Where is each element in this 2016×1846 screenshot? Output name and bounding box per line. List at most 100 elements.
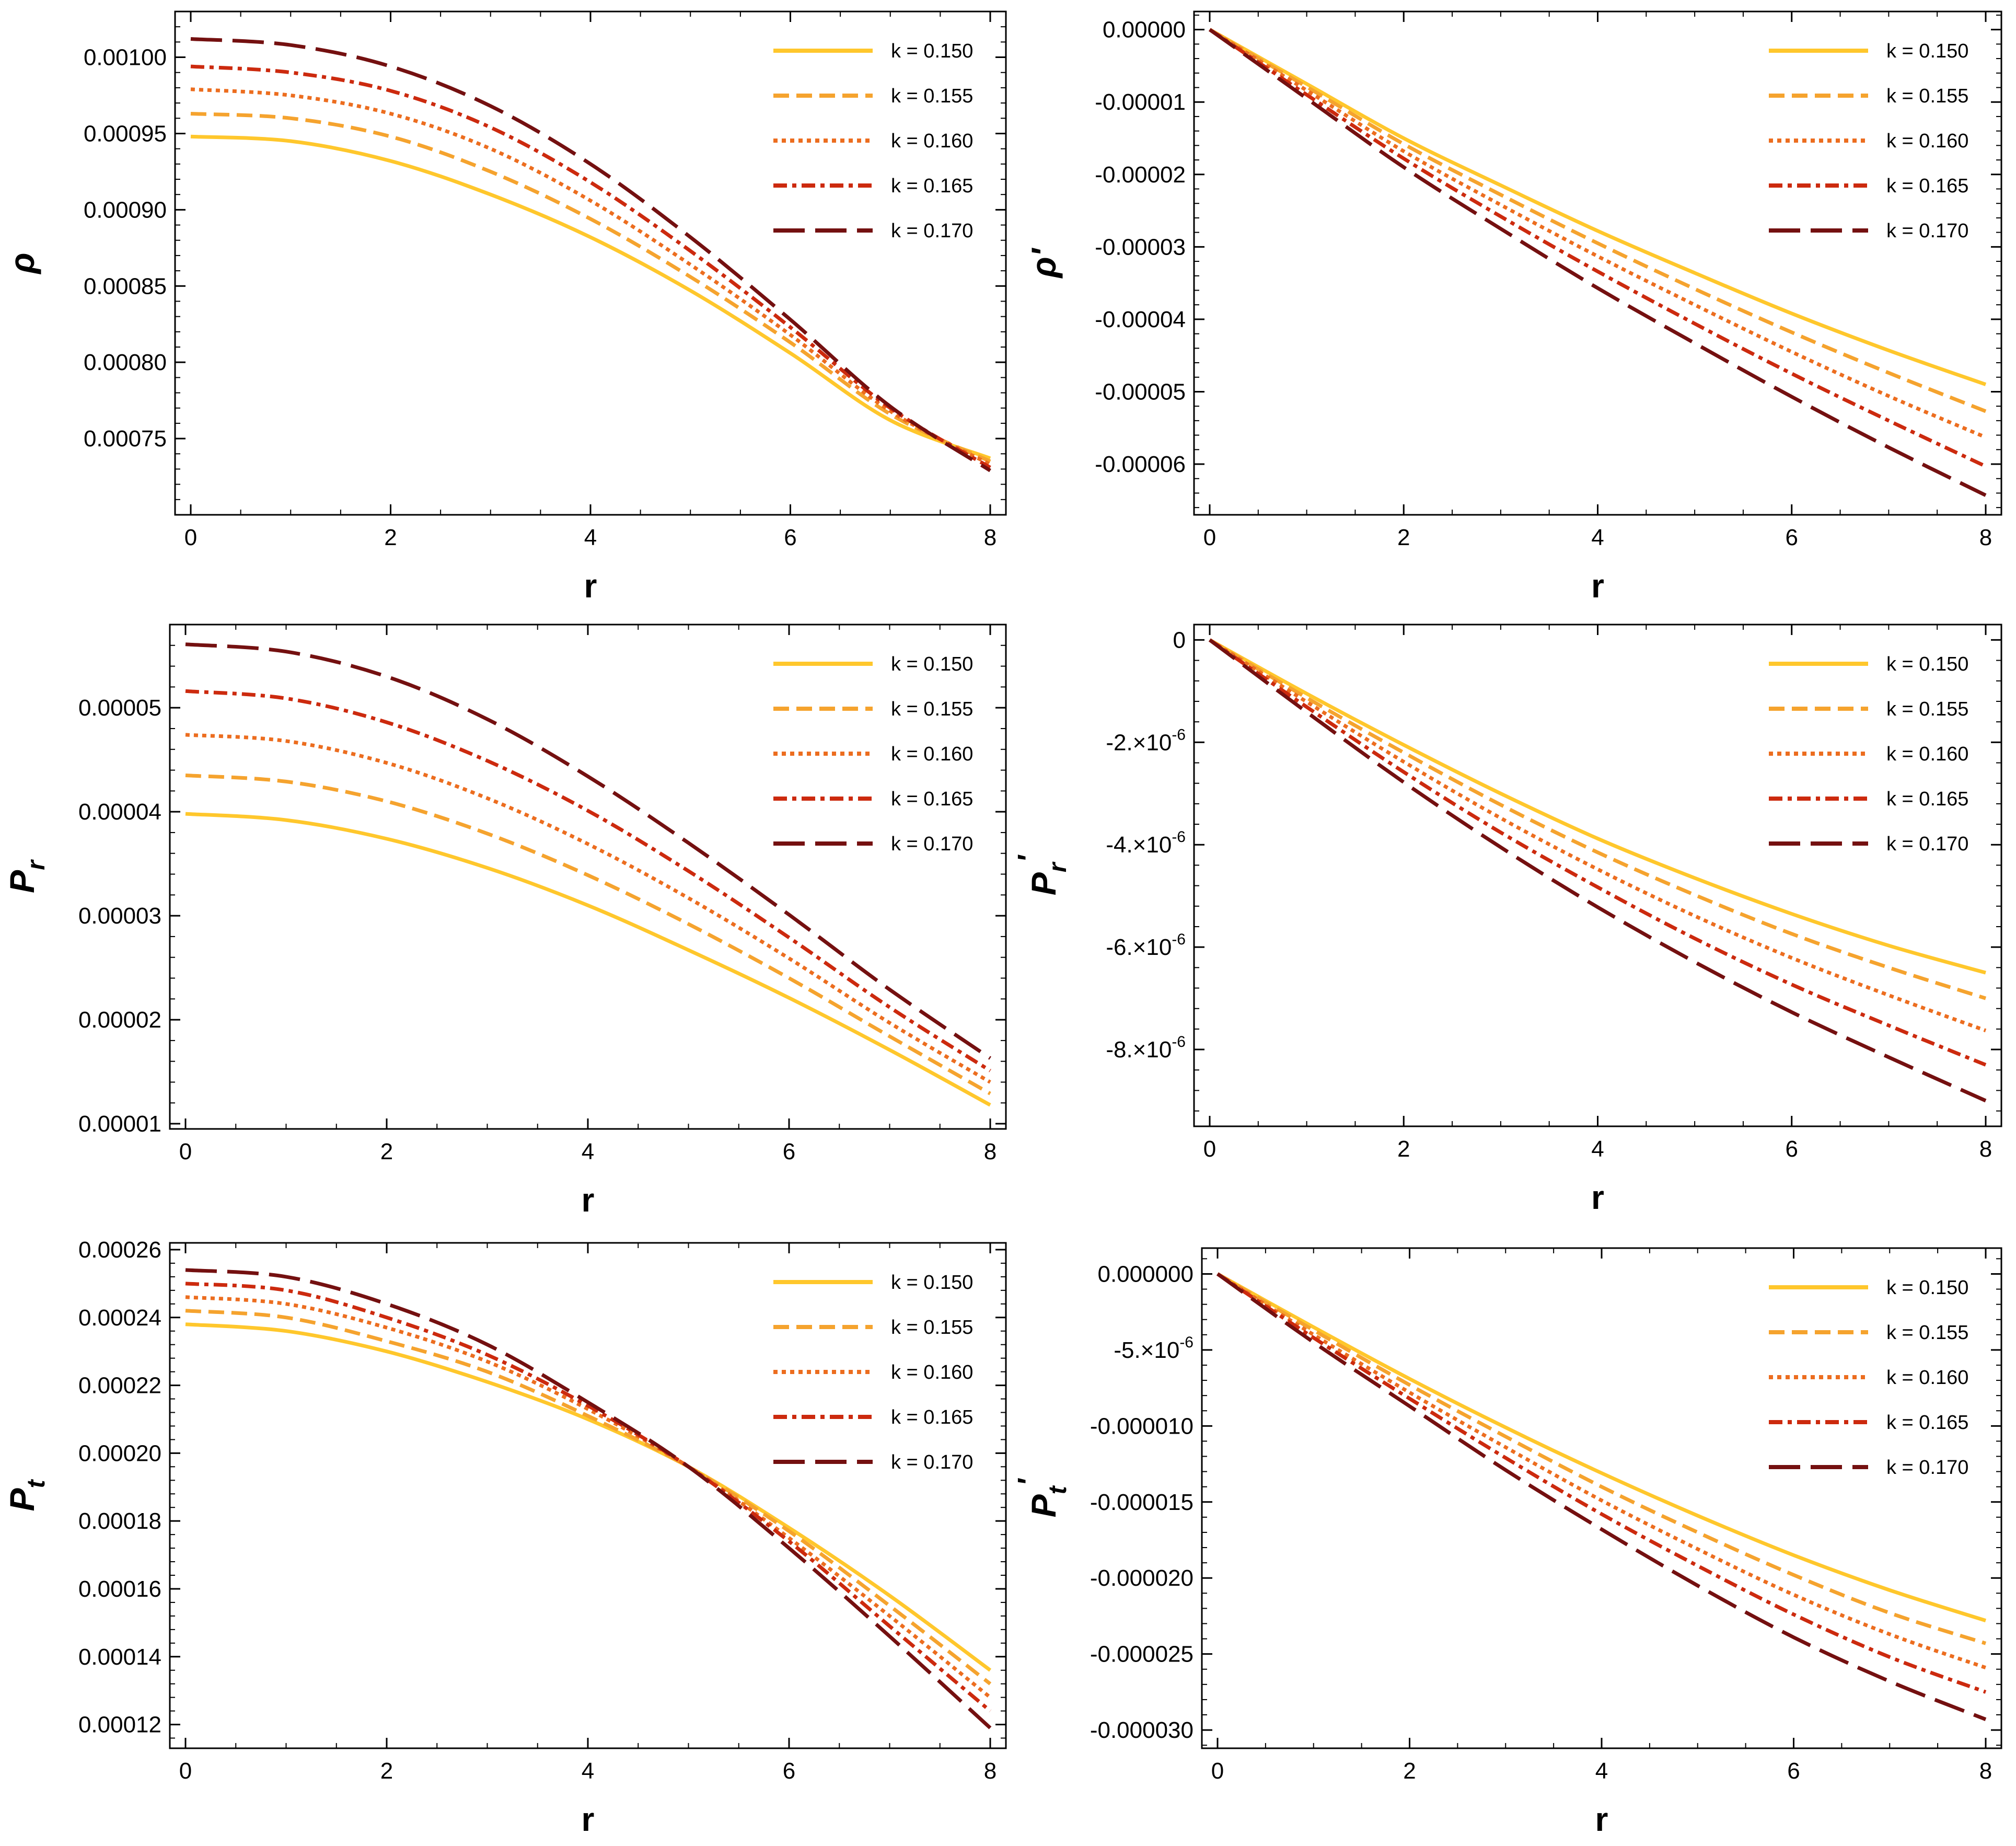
x-tick-label: 4 (1591, 525, 1604, 550)
y-tick-label: 0.000000 (1097, 1261, 1194, 1287)
panel-pt-prime: 0 2 4 6 8 0.000000 -5.×10-6 -0.000010 -0.000015 -… (1012, 1247, 2002, 1838)
series-line (1209, 28, 1987, 386)
y-tick-label: 0.00090 (84, 197, 167, 223)
y-axis-title: Pr (3, 859, 50, 893)
y-tick-label: 0.00018 (78, 1508, 161, 1534)
x-tick-label: 6 (1787, 1758, 1800, 1784)
series-line (190, 37, 991, 472)
series-line (185, 1322, 992, 1672)
y-tick-label: -0.000025 (1090, 1642, 1194, 1667)
y-tick-label: -0.000020 (1090, 1565, 1194, 1591)
x-tick-label: 6 (1786, 525, 1798, 550)
x-tick-label: 4 (582, 1758, 594, 1784)
series-line (1209, 28, 1987, 439)
legend-label: k = 0.150 (891, 1272, 973, 1294)
series-line (1216, 1272, 1987, 1721)
series-line (185, 774, 991, 1095)
legend-label: k = 0.170 (1886, 220, 1968, 242)
x-axis-title: r (584, 567, 597, 605)
legend-label: k = 0.160 (1886, 743, 1968, 765)
series-line (190, 64, 991, 469)
y-tick-label: 0.00085 (84, 273, 167, 299)
y-tick-label: 0.00024 (78, 1305, 161, 1331)
series-line (1209, 638, 1987, 1067)
y-tick-label: 0.00004 (78, 799, 161, 825)
x-tick-label: 8 (984, 1758, 997, 1784)
y-axis-title: Pt (3, 1479, 50, 1511)
series-line (1208, 28, 1987, 497)
legend-label: k = 0.165 (1886, 1412, 1968, 1434)
y-tick-label: -0.000015 (1090, 1490, 1194, 1515)
x-tick-label: 6 (783, 1139, 795, 1164)
y-tick-label: -0.00004 (1095, 307, 1186, 332)
x-tick-label: 2 (1397, 1136, 1410, 1162)
y-tick-label: 0.00002 (78, 1007, 161, 1033)
panel-rho: 0 2 4 6 8 0.00075 0.00080 0.00085 0.00090 0.00095… (3, 10, 1007, 605)
x-tick-label: 4 (582, 1139, 594, 1164)
x-tick-label: 8 (1979, 525, 1992, 550)
legend-label: k = 0.155 (1886, 698, 1968, 720)
legend-label: k = 0.160 (1886, 130, 1968, 152)
panel-pt: 0 2 4 6 8 0.00012 0.00014 0.00016 0.00018 0.00020… (3, 1237, 1007, 1838)
x-axis-title: r (1591, 1179, 1604, 1216)
y-tick-label: 0.00100 (84, 45, 167, 71)
legend-label: k = 0.155 (1886, 85, 1968, 107)
series-line (190, 112, 991, 464)
legend-label: k = 0.150 (1886, 1277, 1968, 1299)
series-line (1209, 638, 1986, 975)
series-line (185, 1309, 992, 1686)
y-tick-label: -2.×10-6 (1106, 726, 1186, 755)
legend-label: k = 0.165 (1886, 175, 1968, 197)
series-line (1209, 638, 1987, 1033)
legend-label: k = 0.170 (1886, 1457, 1968, 1479)
legend-label: k = 0.160 (891, 130, 973, 152)
y-tick-label: -6.×10-6 (1106, 931, 1186, 960)
x-tick-label: 8 (1979, 1758, 1992, 1784)
series-line (1216, 1272, 1987, 1694)
series-line (185, 733, 991, 1084)
y-tick-label: 0.00016 (78, 1576, 161, 1602)
y-tick-label: 0.00012 (78, 1712, 161, 1738)
y-tick-label: -0.000010 (1090, 1413, 1194, 1439)
x-axis-title: r (1591, 567, 1604, 605)
y-tick-label: -0.00003 (1095, 234, 1186, 260)
y-tick-label: 0.00000 (1103, 17, 1186, 43)
series-line (185, 1282, 992, 1713)
series-line (1208, 638, 1987, 1103)
y-tick-label: 0.00020 (78, 1440, 161, 1466)
x-tick-label: 2 (380, 1139, 393, 1164)
y-tick-label: -4.×10-6 (1106, 828, 1186, 858)
x-tick-label: 2 (384, 525, 397, 550)
x-axis-title: r (582, 1801, 595, 1838)
series-line (190, 87, 991, 466)
plot-frame (174, 10, 1007, 516)
legend-label: k = 0.170 (891, 833, 973, 855)
y-tick-label: 0.00014 (78, 1644, 161, 1670)
y-tick-label: -0.00005 (1095, 379, 1186, 405)
series-line (1209, 28, 1987, 468)
legend-label: k = 0.165 (891, 1406, 973, 1428)
series-line (1209, 638, 1987, 1000)
y-tick-label: 0.00075 (84, 426, 167, 452)
x-tick-label: 4 (1591, 1136, 1604, 1162)
x-tick-label: 8 (1979, 1136, 1992, 1162)
plot-frame (1201, 1247, 2002, 1749)
y-tick-label: 0.00001 (78, 1111, 161, 1137)
legend-label: k = 0.155 (891, 85, 973, 107)
x-tick-label: 6 (1786, 1136, 1798, 1162)
legend-label: k = 0.170 (1886, 833, 1968, 855)
x-tick-label: 0 (1211, 1758, 1224, 1784)
plot-frame (169, 1242, 1007, 1749)
series-line (185, 1268, 992, 1729)
x-tick-label: 0 (179, 1758, 192, 1784)
legend-label: k = 0.160 (1886, 1367, 1968, 1389)
x-tick-label: 8 (984, 525, 997, 550)
series-line (1209, 28, 1987, 413)
legend-label: k = 0.150 (891, 653, 973, 675)
y-tick-label: 0.00005 (78, 695, 161, 721)
legend-label: k = 0.150 (1886, 40, 1968, 62)
y-axis-title: ρ (3, 253, 41, 275)
x-tick-label: 6 (784, 525, 796, 550)
y-tick-label: -0.000030 (1090, 1717, 1194, 1743)
